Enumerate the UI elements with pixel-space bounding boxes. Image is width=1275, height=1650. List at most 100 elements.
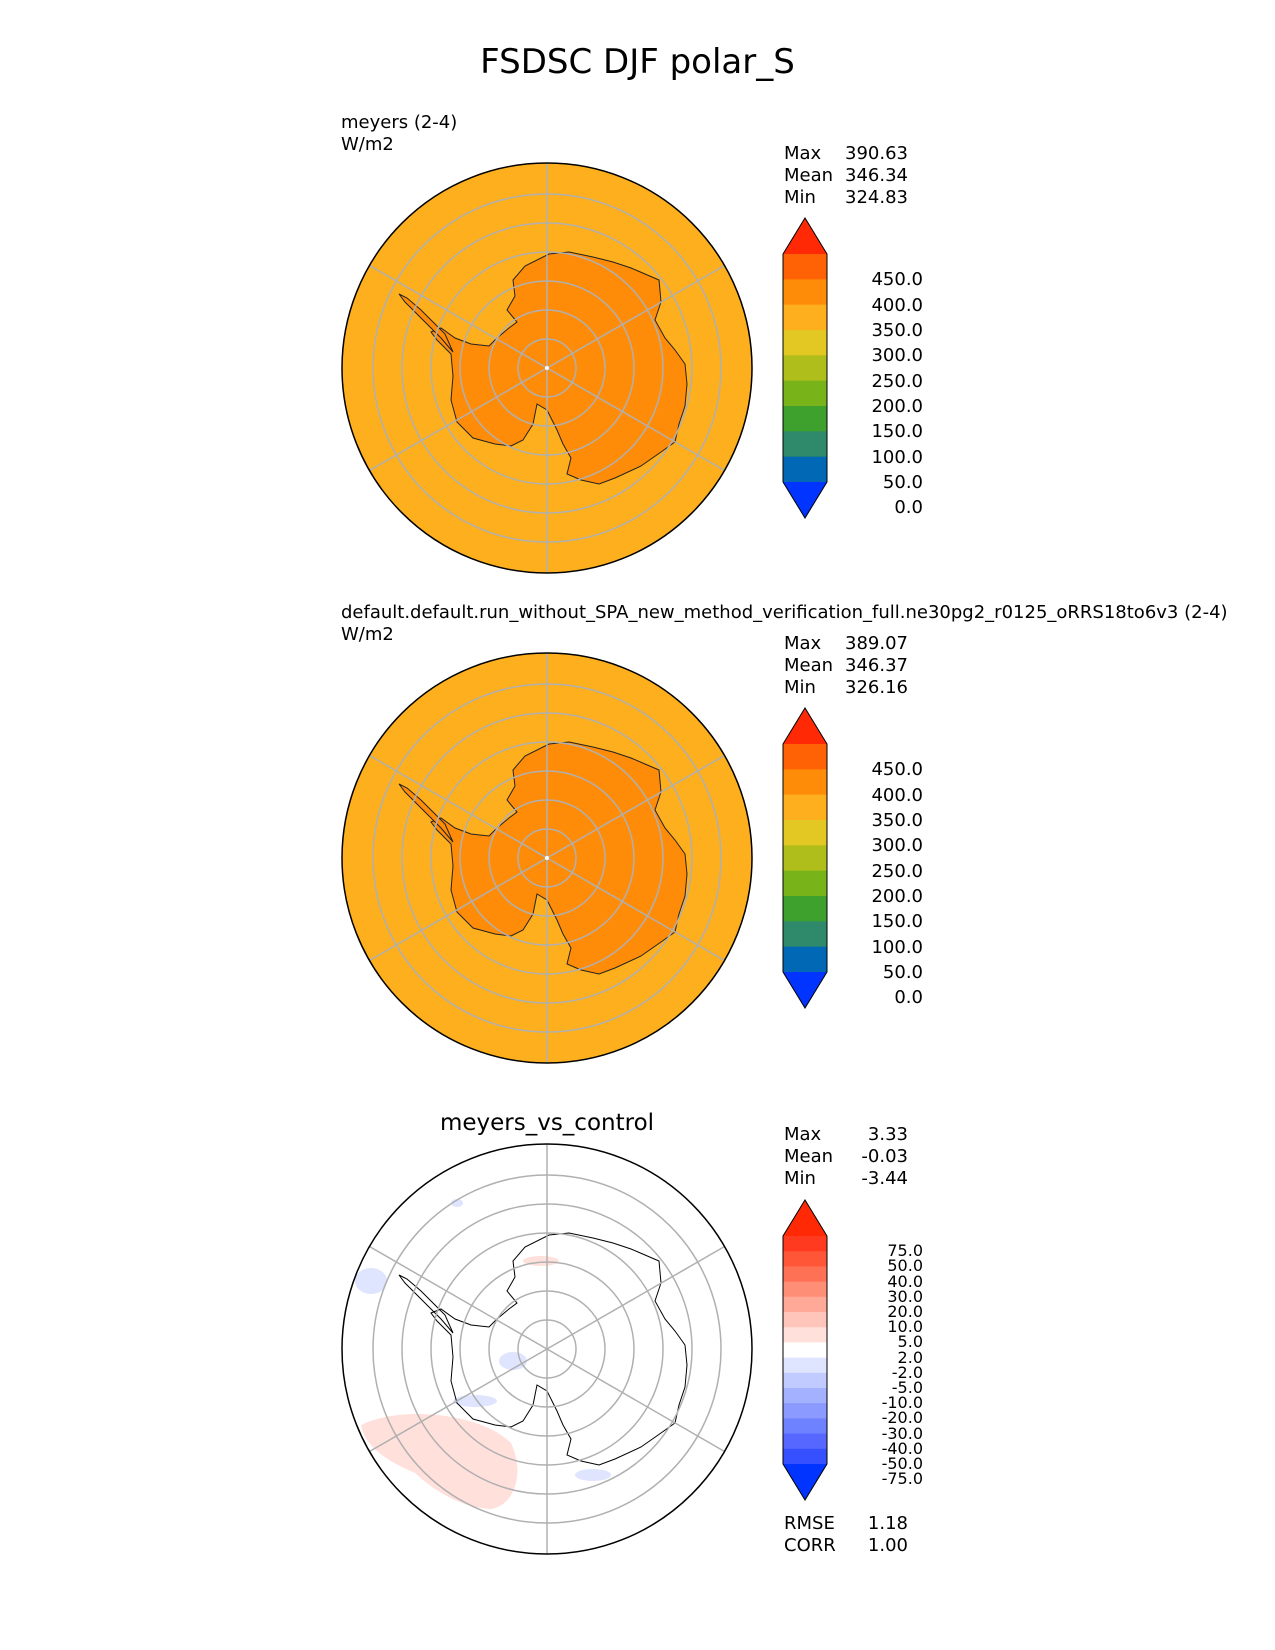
colorbar-tick-label: 0.0 [894, 497, 923, 519]
antarctica-coast [430, 1232, 688, 1466]
colorbar-segment [783, 355, 827, 382]
panel3-colorbar-ticks: 75.0 50.0 40.0 30.0 20.0 10.0 5.0 2.0 -2.0 -5.0 -1… [833, 1200, 923, 1500]
peninsula-coast [398, 1274, 454, 1334]
negative-anomaly [575, 1469, 611, 1481]
colorbar-tick-label: 30.0 [887, 1286, 923, 1306]
colorbar-tick-label: 400.0 [871, 784, 923, 806]
panel3-polar-map [341, 1143, 753, 1555]
panel1-stats: Max 390.63 Mean 346.34 Min 324.83 [784, 143, 908, 209]
longitude-gridline [369, 857, 548, 962]
colorbar-tick-label: 150.0 [871, 911, 923, 933]
colorbar-segment [783, 1448, 827, 1465]
colorbar-segment [783, 380, 827, 407]
colorbar-tick-label: 150.0 [871, 421, 923, 443]
map-boundary [341, 162, 753, 574]
colorbar-tick-label: 50.0 [882, 962, 923, 983]
stat-max-value: 3.33 [867, 1124, 908, 1145]
colorbar-segment [783, 946, 827, 973]
panel1-polar-map [341, 162, 753, 574]
colorbar-segment [783, 330, 827, 356]
colorbar-segment [783, 820, 827, 846]
colorbar-tick-label: 10.0 [887, 1317, 923, 1337]
panel2-units: W/m2 [341, 624, 394, 645]
pole-marker [545, 366, 549, 370]
panel2-colorbar [782, 707, 828, 1009]
colorbar-tick-label: -2.0 [891, 1362, 923, 1382]
colorbar-segment [783, 304, 827, 331]
stat-mean-label: Mean [784, 1146, 834, 1167]
stat-mean-value: 346.37 [845, 655, 908, 676]
colorbar-tick-label: 50.0 [887, 1256, 923, 1276]
stat-mean-value: -0.03 [861, 1146, 908, 1167]
colorbar-segment [783, 1281, 827, 1298]
colorbar-outline [782, 217, 828, 519]
colorbar-tick-label: 350.0 [871, 320, 923, 341]
colorbar-tick-label: 100.0 [871, 446, 923, 468]
stat-max-value: 390.63 [845, 143, 908, 164]
longitude-gridline [546, 264, 725, 369]
colorbar-extend-max [783, 708, 827, 744]
colorbar-tick-label: 300.0 [871, 345, 923, 367]
map-boundary [341, 1143, 753, 1555]
colorbar-tick-label: 2.0 [897, 1347, 923, 1367]
corr-value: 1.00 [867, 1535, 908, 1556]
colorbar-extend-max [783, 218, 827, 254]
panel3-stats: Max 3.33 Mean -0.03 Min -3.44 [784, 1124, 908, 1190]
pole-marker [545, 856, 549, 860]
colorbar-tick-label: 200.0 [871, 396, 923, 417]
colorbar-segment [783, 921, 827, 948]
longitude-gridline [369, 1348, 548, 1453]
colorbar-segment [783, 1403, 827, 1419]
colorbar-tick-label: 0.0 [894, 987, 923, 1009]
stat-max-label: Max [784, 1124, 822, 1145]
peninsula-field [398, 293, 454, 353]
longitude-gridline [369, 367, 548, 472]
colorbar-tick-label: 350.0 [871, 810, 923, 831]
positive-anomaly [361, 1413, 518, 1509]
colorbar-segment [783, 1418, 827, 1435]
stat-min-label: Min [784, 187, 816, 208]
rmse-label: RMSE [784, 1513, 835, 1534]
colorbar-tick-label: -50.0 [881, 1454, 923, 1473]
stat-min-value: 324.83 [845, 187, 908, 208]
colorbar-tick-label: 450.0 [871, 269, 923, 291]
antarctica-field [430, 741, 688, 975]
colorbar-tick-label: 400.0 [871, 294, 923, 316]
longitude-gridline [369, 754, 548, 859]
longitude-gridline [369, 1245, 548, 1350]
panel3-title: meyers_vs_control [439, 1110, 655, 1136]
colorbar-segment [783, 1342, 827, 1359]
longitude-gridline [546, 1245, 725, 1350]
colorbar-tick-label: -20.0 [881, 1408, 923, 1428]
negative-anomaly [451, 1199, 463, 1207]
stat-mean-value: 346.34 [845, 165, 908, 186]
panel1-colorbar [782, 217, 828, 519]
negative-anomaly [355, 1268, 387, 1294]
colorbar-tick-label: 5.0 [897, 1332, 923, 1352]
map-boundary [341, 652, 753, 1064]
panel2-stats: Max 389.07 Mean 346.37 Min 326.16 [784, 633, 908, 699]
colorbar-tick-label: 20.0 [887, 1302, 923, 1321]
colorbar-tick-label: -40.0 [881, 1438, 923, 1458]
stat-mean-label: Mean [784, 165, 834, 186]
rmse-value: 1.18 [867, 1513, 908, 1534]
colorbar-segment [783, 1388, 827, 1404]
stat-min-value: 326.16 [845, 677, 908, 698]
panel1-colorbar-ticks: 450.0 400.0 350.0 300.0 250.0 200.0 150.0 100.0… [833, 218, 923, 518]
colorbar-tick-label: 100.0 [871, 936, 923, 958]
colorbar-segment [783, 1327, 827, 1343]
colorbar-extend-max [783, 1200, 827, 1236]
stat-mean-label: Mean [784, 655, 834, 676]
antarctica-field [430, 251, 688, 485]
colorbar-segment [783, 1372, 827, 1389]
panel3-colorbar [782, 1199, 828, 1501]
colorbar-outline [782, 1199, 828, 1501]
stat-min-value: -3.44 [861, 1168, 908, 1189]
figure-title: FSDSC DJF polar_S [480, 42, 795, 82]
colorbar-tick-label: 450.0 [871, 759, 923, 781]
colorbar-tick-label: -10.0 [881, 1393, 923, 1413]
colorbar-extend-min [783, 482, 827, 518]
diff-anomalies [355, 1199, 611, 1509]
colorbar-tick-label: 40.0 [887, 1271, 923, 1291]
panel1-name: meyers (2-4) [341, 112, 458, 133]
